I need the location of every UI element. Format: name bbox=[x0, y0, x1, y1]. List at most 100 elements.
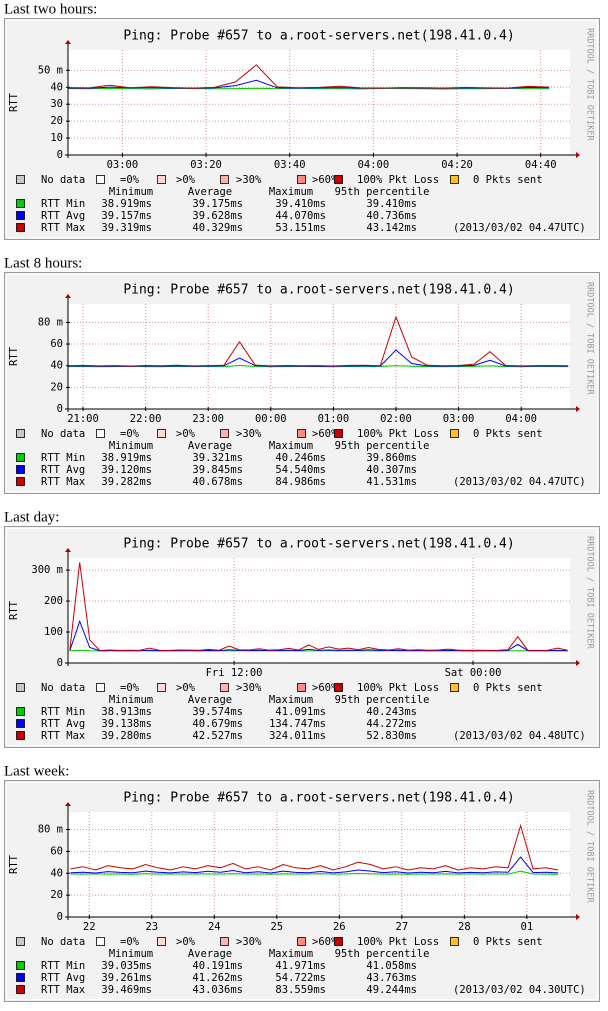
x-tick-label: 22 bbox=[83, 921, 96, 933]
stat-value: 84.986ms bbox=[275, 476, 326, 488]
series-name: RTT Avg bbox=[41, 972, 85, 984]
stat-header: Minimum bbox=[109, 186, 153, 198]
y-tick-label: 20 bbox=[50, 115, 63, 127]
stat-value: 39.120ms bbox=[101, 464, 152, 476]
legend-label: >30% bbox=[236, 682, 262, 694]
stat-header: 95th percentile bbox=[335, 948, 430, 960]
series-swatch bbox=[16, 731, 25, 740]
legend-label: >0% bbox=[176, 936, 196, 948]
y-tick-label: 40 bbox=[50, 867, 63, 879]
legend-label: 0 Pkts sent bbox=[473, 174, 543, 186]
section-heading: Last week: bbox=[4, 763, 69, 779]
series-swatch bbox=[16, 707, 25, 716]
stat-value: 39.157ms bbox=[101, 210, 152, 222]
series-line bbox=[67, 87, 550, 90]
x-tick-label: Sat 00:00 bbox=[445, 667, 502, 679]
y-tick-label: 80 m bbox=[38, 824, 63, 836]
y-axis-label: RTT bbox=[8, 854, 20, 874]
legend-label: 0 Pkts sent bbox=[473, 936, 543, 948]
timestamp: (2013/03/02 04.47UTC) bbox=[453, 222, 586, 234]
legend-label: >30% bbox=[236, 936, 262, 948]
series-name: RTT Min bbox=[41, 706, 85, 718]
x-tick-label: 04:00 bbox=[358, 159, 390, 171]
stat-value: 40.678ms bbox=[192, 476, 243, 488]
legend-label: =0% bbox=[120, 174, 140, 186]
stat-value: 39.410ms bbox=[275, 198, 326, 210]
stat-value: 42.527ms bbox=[192, 730, 243, 742]
y-tick-label: 30 bbox=[50, 98, 63, 110]
plot-area bbox=[68, 304, 570, 409]
stat-value: 39.321ms bbox=[192, 452, 243, 464]
legend-label: 100% Pkt Loss bbox=[357, 682, 439, 694]
stat-value: 41.091ms bbox=[275, 706, 326, 718]
stat-value: 38.913ms bbox=[101, 706, 152, 718]
x-tick-label: 22:00 bbox=[130, 413, 162, 425]
stat-header: Average bbox=[188, 694, 232, 706]
y-tick-label: 0 bbox=[57, 149, 63, 161]
stat-header: 95th percentile bbox=[335, 440, 430, 452]
graph-frame-inner bbox=[6, 20, 598, 238]
stat-header: Average bbox=[188, 948, 232, 960]
stat-value: 39.860ms bbox=[366, 452, 417, 464]
series-name: RTT Max bbox=[41, 730, 85, 742]
legend-swatch bbox=[334, 429, 343, 438]
y-tick-label: 100 bbox=[44, 626, 63, 638]
stat-value: 39.574ms bbox=[192, 706, 243, 718]
graph-panel: Last 8 hours: Ping: Probe #657 to a.root-… bbox=[4, 255, 600, 494]
x-tick-label: Fri 12:00 bbox=[206, 667, 263, 679]
chart-title: Ping: Probe #657 to a.root-servers.net(1… bbox=[123, 29, 514, 44]
graph-frame-inner bbox=[6, 782, 598, 1000]
series-line bbox=[67, 64, 550, 89]
stat-value: 53.151ms bbox=[275, 222, 326, 234]
series-name: RTT Min bbox=[41, 198, 85, 210]
x-tick-label: 25 bbox=[270, 921, 283, 933]
series-swatch bbox=[16, 465, 25, 474]
stat-value: 43.763ms bbox=[366, 972, 417, 984]
x-tick-label: 24 bbox=[208, 921, 221, 933]
plot-area bbox=[68, 558, 570, 663]
series-swatch bbox=[16, 223, 25, 232]
series-line bbox=[67, 315, 569, 367]
stat-header: Minimum bbox=[109, 694, 153, 706]
legend-swatch bbox=[16, 429, 25, 438]
x-axis-arrow bbox=[576, 914, 580, 920]
stat-value: 40.329ms bbox=[192, 222, 243, 234]
legend-label: 100% Pkt Loss bbox=[357, 428, 439, 440]
stat-value: 43.142ms bbox=[366, 222, 417, 234]
x-tick-label: 27 bbox=[396, 921, 409, 933]
graph-frame-inner bbox=[6, 528, 598, 746]
legend-swatch bbox=[96, 937, 105, 946]
series-line bbox=[70, 870, 559, 875]
stat-value: 38.919ms bbox=[101, 452, 152, 464]
y-tick-label: 0 bbox=[57, 657, 63, 669]
stat-header: Minimum bbox=[109, 440, 153, 452]
series-swatch bbox=[16, 477, 25, 486]
legend-swatch bbox=[450, 683, 459, 692]
legend-swatch bbox=[297, 683, 306, 692]
legend-label: 100% Pkt Loss bbox=[357, 174, 439, 186]
legend-swatch bbox=[96, 683, 105, 692]
stat-header: Maximum bbox=[269, 948, 313, 960]
y-axis-arrow bbox=[65, 40, 71, 44]
stat-header: Maximum bbox=[269, 694, 313, 706]
x-tick-label: 21:00 bbox=[67, 413, 99, 425]
stat-value: 39.628ms bbox=[192, 210, 243, 222]
stat-value: 40.191ms bbox=[192, 960, 243, 972]
legend-swatch bbox=[334, 937, 343, 946]
x-tick-label: 28 bbox=[458, 921, 471, 933]
y-tick-label: 0 bbox=[57, 911, 63, 923]
x-tick-label: 04:20 bbox=[441, 159, 473, 171]
timestamp: (2013/03/02 04.47UTC) bbox=[453, 476, 586, 488]
legend-swatch bbox=[96, 175, 105, 184]
stat-value: 134.747ms bbox=[269, 718, 326, 730]
stat-header: Maximum bbox=[269, 440, 313, 452]
stat-value: 40.307ms bbox=[366, 464, 417, 476]
legend-swatch bbox=[220, 937, 229, 946]
x-tick-label: 03:00 bbox=[443, 413, 475, 425]
x-tick-label: 03:40 bbox=[274, 159, 306, 171]
legend-swatch bbox=[157, 683, 166, 692]
legend-swatch bbox=[450, 429, 459, 438]
legend-label: >60% bbox=[312, 682, 338, 694]
stat-value: 49.244ms bbox=[366, 984, 417, 996]
